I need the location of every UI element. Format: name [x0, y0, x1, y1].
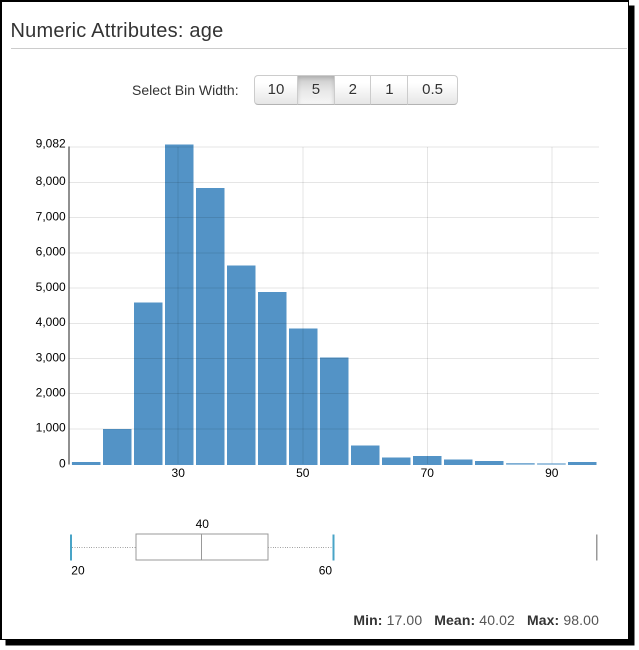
svg-text:9,082: 9,082 — [36, 137, 66, 151]
svg-text:8,000: 8,000 — [36, 174, 66, 188]
svg-text:90: 90 — [545, 466, 559, 480]
svg-text:2,000: 2,000 — [36, 385, 66, 399]
svg-text:70: 70 — [421, 466, 435, 480]
svg-text:50: 50 — [296, 466, 310, 480]
svg-text:7,000: 7,000 — [36, 210, 66, 224]
svg-text:5,000: 5,000 — [36, 280, 66, 294]
svg-text:3,000: 3,000 — [36, 350, 66, 364]
svg-text:6,000: 6,000 — [36, 245, 66, 259]
svg-text:20: 20 — [71, 564, 85, 578]
svg-text:30: 30 — [172, 466, 186, 480]
svg-text:1,000: 1,000 — [36, 421, 66, 435]
svg-text:0: 0 — [59, 457, 66, 471]
svg-text:60: 60 — [319, 564, 333, 578]
svg-text:40: 40 — [196, 517, 210, 531]
svg-text:4,000: 4,000 — [36, 315, 66, 329]
